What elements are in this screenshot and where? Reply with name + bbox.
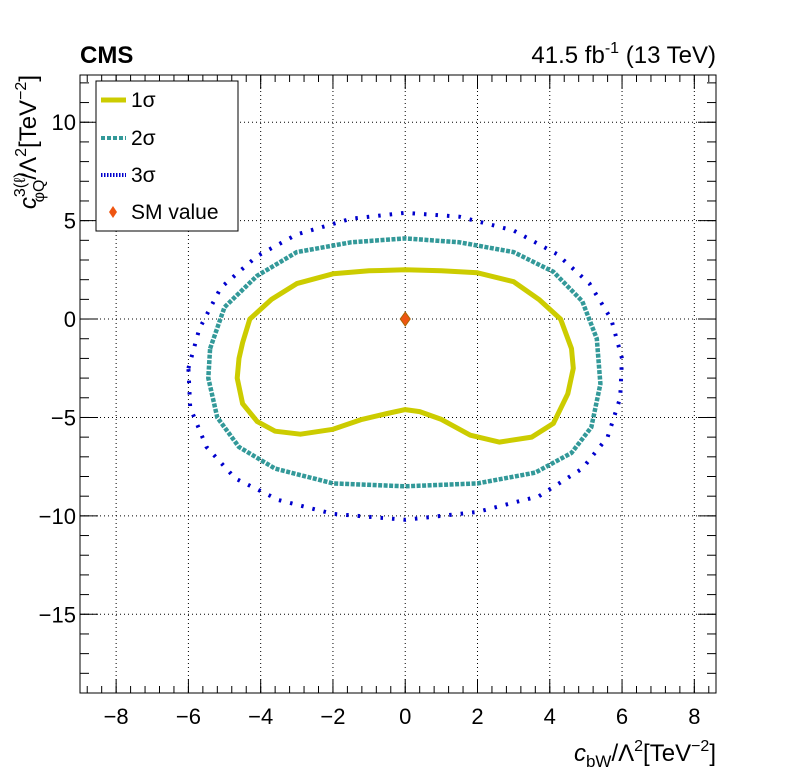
x-tick-label: 6 (616, 704, 628, 729)
luminosity-label: 41.5 fb-1 (13 TeV) (531, 40, 716, 69)
x-tick-label: −6 (176, 704, 201, 729)
y-axis-unit-pow: −2 (13, 82, 30, 100)
y-axis-rest: /Λ (15, 157, 42, 180)
y-tick-label: 5 (64, 209, 76, 234)
legend-label-sm: SM value (131, 201, 219, 224)
x-axis-unit-pow: −2 (691, 738, 709, 755)
x-tick-label: −8 (104, 704, 129, 729)
contour-1sigma (234, 267, 576, 445)
legend: 1σ 2σ 3σ SM value (95, 80, 239, 232)
y-axis-pow: 2 (13, 148, 30, 157)
x-axis-main: c (574, 740, 586, 767)
contour-series (186, 210, 624, 522)
x-tick-label: 4 (544, 704, 556, 729)
x-tick-label: −2 (320, 704, 345, 729)
y-tick-label: −5 (51, 405, 76, 430)
y-axis-unit: [TeV (15, 100, 42, 148)
x-axis-title: cbW/Λ2[TeV−2] (574, 738, 716, 771)
y-tick-label: 0 (64, 307, 76, 332)
x-axis-sub: bW (586, 752, 612, 771)
experiment-label: CMS (80, 42, 133, 69)
legend-label-3sigma: 3σ (131, 164, 156, 187)
y-tick-label: −10 (39, 504, 76, 529)
x-tick-label: 2 (471, 704, 483, 729)
legend-swatch-sm (109, 206, 117, 218)
y-tick-label: −15 (39, 602, 76, 627)
lumi-energy: (13 TeV) (619, 42, 716, 69)
legend-label-2sigma: 2σ (131, 127, 156, 150)
legend-label-1sigma: 1σ (131, 89, 156, 112)
grid-lines (80, 75, 716, 693)
tick-marks (80, 75, 716, 694)
x-axis-pow: 2 (634, 738, 643, 755)
sm-point-layer (399, 311, 411, 327)
lumi-exponent: -1 (605, 40, 619, 57)
x-tick-label: 8 (688, 704, 700, 729)
y-axis-sup: 3(ℓ) (12, 172, 29, 197)
y-axis-close: ] (15, 75, 42, 82)
y-axis-sub: φQ (31, 180, 48, 203)
lumi-value: 41.5 fb (531, 42, 604, 69)
y-axis-title: c3(ℓ) φQ/Λ2[TeV−2] (12, 75, 48, 209)
y-tick-label: 10 (52, 110, 76, 135)
plot-frame (79, 74, 717, 694)
x-axis-rest: /Λ (611, 740, 634, 767)
sm-value-marker (399, 311, 411, 327)
x-tick-label: −4 (248, 704, 273, 729)
tick-labels: −8 −6 −4 −2 0 2 4 6 8 −15 −10 −5 0 5 10 (39, 110, 701, 729)
y-axis-main: c (15, 197, 42, 209)
contour-2sigma (206, 236, 603, 489)
legend-box (95, 80, 239, 232)
x-tick-label: 0 (399, 704, 411, 729)
x-axis-close: ] (709, 740, 716, 767)
x-axis-unit: [TeV (643, 740, 691, 767)
